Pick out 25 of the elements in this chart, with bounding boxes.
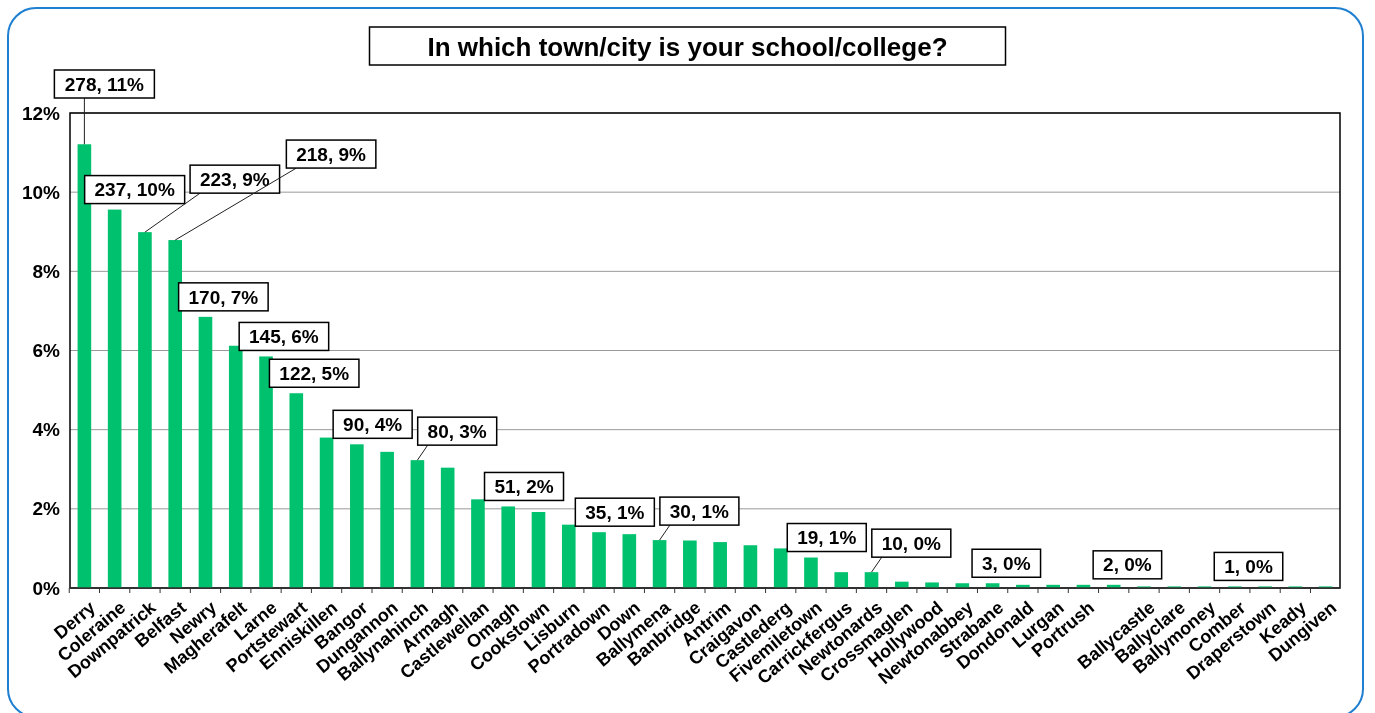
data-label: 35, 1% bbox=[585, 501, 645, 523]
data-label: 10, 0% bbox=[881, 532, 941, 554]
data-label: 170, 7% bbox=[188, 286, 259, 308]
data-label: 237, 10% bbox=[94, 179, 175, 201]
y-tick-label: 6% bbox=[32, 340, 61, 362]
data-label: 218, 9% bbox=[296, 143, 367, 165]
data-label: 278, 11% bbox=[64, 73, 145, 95]
y-tick-label: 2% bbox=[32, 498, 61, 520]
y-tick-label: 8% bbox=[32, 260, 61, 282]
data-label: 122, 5% bbox=[279, 362, 350, 384]
data-label: 90, 4% bbox=[343, 413, 403, 435]
data-label: 30, 1% bbox=[669, 500, 730, 522]
chart-title: In which town/city is your school/college? bbox=[427, 32, 948, 62]
y-tick-label: 10% bbox=[21, 181, 61, 203]
y-tick-label: 12% bbox=[21, 102, 61, 124]
data-label: 3, 0% bbox=[982, 552, 1031, 574]
data-label: 2, 0% bbox=[1103, 554, 1152, 576]
data-label: 80, 3% bbox=[427, 420, 487, 442]
data-label: 223, 9% bbox=[199, 168, 270, 190]
y-tick-label: 0% bbox=[32, 577, 61, 599]
data-label: 145, 6% bbox=[249, 326, 319, 348]
data-label: 1, 0% bbox=[1224, 556, 1273, 578]
y-tick-label: 4% bbox=[32, 419, 61, 441]
data-label: 51, 2% bbox=[494, 476, 554, 498]
data-label: 19, 1% bbox=[797, 527, 857, 549]
